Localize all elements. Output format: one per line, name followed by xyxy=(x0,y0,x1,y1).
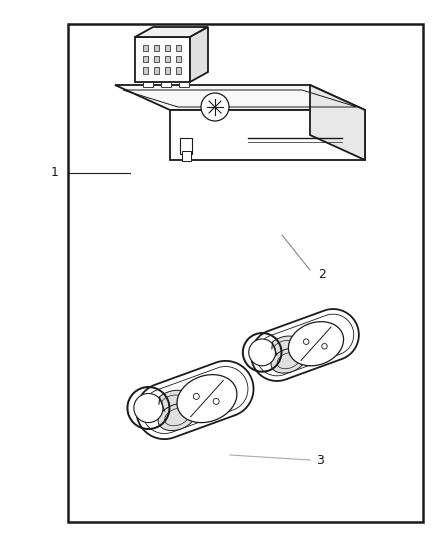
Polygon shape xyxy=(153,390,191,417)
Polygon shape xyxy=(165,408,189,426)
Text: 2: 2 xyxy=(318,269,326,281)
Bar xyxy=(165,56,170,62)
Bar xyxy=(154,67,159,74)
Circle shape xyxy=(193,393,199,399)
Text: 3: 3 xyxy=(316,454,324,466)
Bar xyxy=(176,67,181,74)
Polygon shape xyxy=(158,403,196,431)
Circle shape xyxy=(134,393,163,423)
Polygon shape xyxy=(289,322,343,366)
Polygon shape xyxy=(273,341,295,357)
Bar xyxy=(154,45,159,51)
Polygon shape xyxy=(267,336,301,361)
Polygon shape xyxy=(170,110,365,160)
Bar xyxy=(161,82,171,87)
Text: 1: 1 xyxy=(51,166,59,180)
Polygon shape xyxy=(115,85,365,110)
Circle shape xyxy=(321,344,327,349)
Polygon shape xyxy=(135,27,208,37)
Polygon shape xyxy=(310,85,365,160)
Polygon shape xyxy=(251,309,359,381)
Circle shape xyxy=(304,339,309,344)
Circle shape xyxy=(249,339,276,366)
Bar xyxy=(143,67,148,74)
Bar xyxy=(165,67,170,74)
Bar xyxy=(143,56,148,62)
Bar xyxy=(182,151,191,161)
Bar xyxy=(165,45,170,51)
Polygon shape xyxy=(190,27,208,82)
Polygon shape xyxy=(137,361,254,439)
Polygon shape xyxy=(160,395,184,413)
Bar xyxy=(179,82,189,87)
Circle shape xyxy=(213,398,219,405)
Circle shape xyxy=(201,93,229,121)
Bar xyxy=(154,56,159,62)
Bar xyxy=(176,45,181,51)
Bar xyxy=(180,138,192,154)
Bar xyxy=(143,45,148,51)
Bar xyxy=(176,56,181,62)
Polygon shape xyxy=(177,375,237,423)
Bar xyxy=(68,24,423,522)
Polygon shape xyxy=(277,352,300,369)
Polygon shape xyxy=(135,37,190,82)
Bar xyxy=(143,82,153,87)
Polygon shape xyxy=(271,348,306,373)
